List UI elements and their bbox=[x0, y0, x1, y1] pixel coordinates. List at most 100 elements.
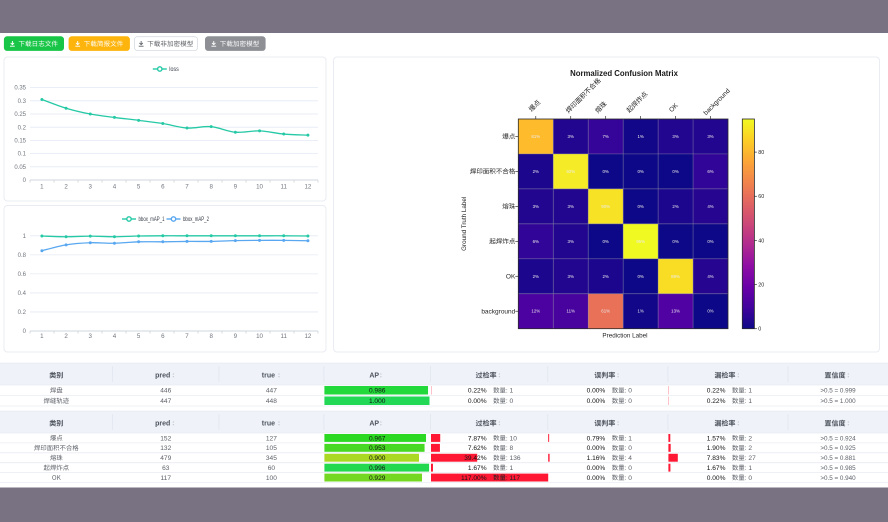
svg-text:2%: 2% bbox=[533, 274, 539, 279]
svg-text:7%: 7% bbox=[602, 134, 608, 139]
svg-text:0.15: 0.15 bbox=[14, 139, 26, 145]
svg-text:>0.5 = 0.881: >0.5 = 0.881 bbox=[820, 455, 856, 462]
svg-text:0.996: 0.996 bbox=[369, 465, 386, 472]
svg-text:: 0: : 0 bbox=[506, 398, 514, 405]
svg-text:AP: AP bbox=[369, 421, 379, 428]
svg-text:: 0: : 0 bbox=[745, 475, 753, 482]
svg-text:bbox_mAP_1: bbox_mAP_1 bbox=[139, 217, 165, 223]
svg-text:0%: 0% bbox=[637, 204, 643, 209]
svg-text:3%: 3% bbox=[568, 204, 574, 209]
svg-text:448: 448 bbox=[266, 398, 277, 405]
svg-text:63: 63 bbox=[162, 465, 170, 472]
svg-text:: 1: : 1 bbox=[625, 435, 633, 442]
svg-text:92%: 92% bbox=[566, 169, 575, 174]
svg-text:13%: 13% bbox=[671, 309, 680, 314]
svg-text:0%: 0% bbox=[637, 169, 643, 174]
svg-text:: 1: : 1 bbox=[745, 388, 753, 395]
svg-text:: 10: : 10 bbox=[506, 435, 517, 442]
svg-text:0%: 0% bbox=[602, 239, 608, 244]
svg-text:447: 447 bbox=[266, 388, 277, 395]
svg-text:0: 0 bbox=[23, 329, 27, 335]
svg-text:8: 8 bbox=[209, 184, 213, 191]
svg-text:4: 4 bbox=[113, 184, 117, 191]
svg-text:0.3: 0.3 bbox=[18, 99, 27, 105]
svg-text:0.22%: 0.22% bbox=[707, 388, 726, 395]
svg-text:0.967: 0.967 bbox=[369, 435, 386, 442]
svg-text:3%: 3% bbox=[568, 274, 574, 279]
svg-text:: 8: : 8 bbox=[506, 445, 514, 452]
svg-text:: 4: : 4 bbox=[625, 455, 633, 462]
svg-text:2%: 2% bbox=[602, 274, 608, 279]
svg-text:39.42%: 39.42% bbox=[464, 455, 487, 462]
svg-text:0.25: 0.25 bbox=[14, 112, 26, 118]
svg-text:1.16%: 1.16% bbox=[587, 455, 606, 462]
svg-text:: 0: : 0 bbox=[625, 465, 633, 472]
svg-text:117: 117 bbox=[160, 475, 171, 482]
svg-text:1: 1 bbox=[23, 234, 27, 240]
svg-text:0.929: 0.929 bbox=[369, 475, 386, 482]
svg-text:3: 3 bbox=[89, 333, 93, 340]
svg-text:0.00%: 0.00% bbox=[587, 445, 606, 452]
svg-text:0: 0 bbox=[23, 178, 27, 184]
svg-text:12%: 12% bbox=[531, 309, 540, 314]
svg-text:1.90%: 1.90% bbox=[707, 445, 726, 452]
svg-text:89%: 89% bbox=[671, 274, 680, 279]
svg-text:AP: AP bbox=[369, 373, 379, 380]
svg-text:0%: 0% bbox=[672, 239, 678, 244]
svg-text:1.000: 1.000 bbox=[369, 398, 386, 405]
svg-text:40: 40 bbox=[758, 238, 764, 244]
svg-text:0%: 0% bbox=[707, 309, 713, 314]
svg-text:6%: 6% bbox=[707, 169, 713, 174]
svg-text:5: 5 bbox=[137, 333, 141, 340]
svg-text:pred: pred bbox=[155, 421, 170, 428]
svg-text:0%: 0% bbox=[672, 169, 678, 174]
svg-text:90%: 90% bbox=[601, 204, 610, 209]
svg-text:7: 7 bbox=[185, 333, 189, 340]
svg-text:: 27: : 27 bbox=[745, 455, 756, 462]
svg-text:12: 12 bbox=[304, 333, 311, 340]
svg-text:60: 60 bbox=[758, 194, 764, 200]
svg-text:9: 9 bbox=[234, 333, 238, 340]
svg-text:pred: pred bbox=[155, 373, 170, 380]
svg-text:1%: 1% bbox=[637, 134, 643, 139]
svg-text:0.05: 0.05 bbox=[14, 165, 26, 171]
svg-text:background: background bbox=[481, 308, 515, 315]
svg-text:: 1: : 1 bbox=[506, 388, 514, 395]
svg-text:0.1: 0.1 bbox=[18, 152, 27, 158]
svg-text:127: 127 bbox=[266, 435, 277, 442]
svg-text:10: 10 bbox=[256, 184, 263, 191]
svg-text:12: 12 bbox=[304, 184, 311, 191]
svg-text:61%: 61% bbox=[601, 309, 610, 314]
svg-text:: 136: : 136 bbox=[506, 455, 521, 462]
svg-text:3%: 3% bbox=[568, 134, 574, 139]
svg-text:0.4: 0.4 bbox=[18, 291, 27, 297]
svg-text:2: 2 bbox=[64, 333, 68, 340]
svg-text:105: 105 bbox=[266, 445, 277, 452]
svg-text:0.00%: 0.00% bbox=[587, 475, 606, 482]
svg-text:3: 3 bbox=[89, 184, 93, 191]
svg-text:11: 11 bbox=[281, 184, 288, 191]
svg-text:7.87%: 7.87% bbox=[468, 435, 487, 442]
svg-text:0.00%: 0.00% bbox=[707, 475, 726, 482]
svg-text:11: 11 bbox=[281, 333, 288, 340]
svg-text:0.00%: 0.00% bbox=[587, 388, 606, 395]
svg-text:0.953: 0.953 bbox=[369, 445, 386, 452]
svg-text:>0.5 = 0.985: >0.5 = 0.985 bbox=[820, 465, 856, 472]
svg-text:Ground Truth Label: Ground Truth Label bbox=[461, 197, 468, 251]
svg-text:1.67%: 1.67% bbox=[468, 465, 487, 472]
svg-text:true: true bbox=[262, 421, 275, 428]
svg-text:: 2: : 2 bbox=[745, 435, 753, 442]
svg-text:0.00%: 0.00% bbox=[587, 398, 606, 405]
svg-text:Prediction Label: Prediction Label bbox=[602, 333, 647, 340]
svg-text:0.2: 0.2 bbox=[18, 125, 27, 131]
svg-text:1%: 1% bbox=[637, 309, 643, 314]
svg-text:1.67%: 1.67% bbox=[707, 465, 726, 472]
svg-text:4%: 4% bbox=[707, 204, 713, 209]
svg-text:>0.5 = 0.999: >0.5 = 0.999 bbox=[820, 388, 856, 395]
svg-text:0.00%: 0.00% bbox=[468, 398, 487, 405]
svg-text:0.6: 0.6 bbox=[18, 272, 27, 278]
svg-text:117.00%: 117.00% bbox=[461, 475, 487, 482]
svg-text:3%: 3% bbox=[568, 239, 574, 244]
svg-text:: 2: : 2 bbox=[745, 445, 753, 452]
svg-text:60: 60 bbox=[268, 465, 276, 472]
